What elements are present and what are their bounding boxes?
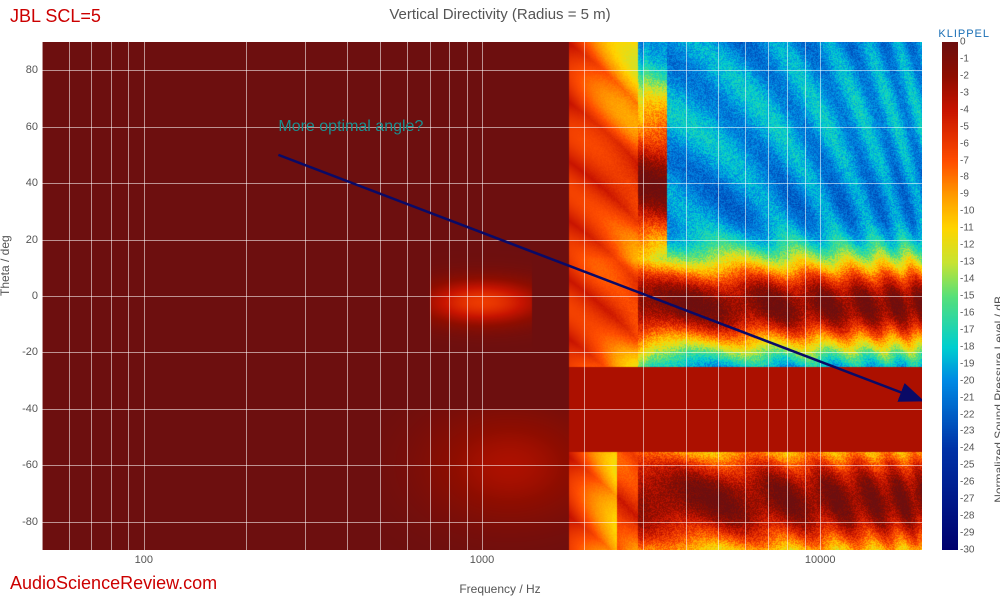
watermark-text: AudioScienceReview.com — [10, 573, 217, 594]
plot-area: More optimal angle? — [42, 42, 922, 550]
colorbar: 0-1-2-3-4-5-6-7-8-9-10-11-12-13-14-15-16… — [942, 42, 958, 550]
annotation-text: More optimal angle? — [278, 118, 423, 136]
colorbar-canvas — [942, 42, 958, 550]
colorbar-label: Normalized Sound Pressure Level / dB — [992, 296, 1000, 503]
chart-title: Vertical Directivity (Radius = 5 m) — [0, 6, 1000, 23]
heatmap-canvas — [42, 42, 922, 550]
